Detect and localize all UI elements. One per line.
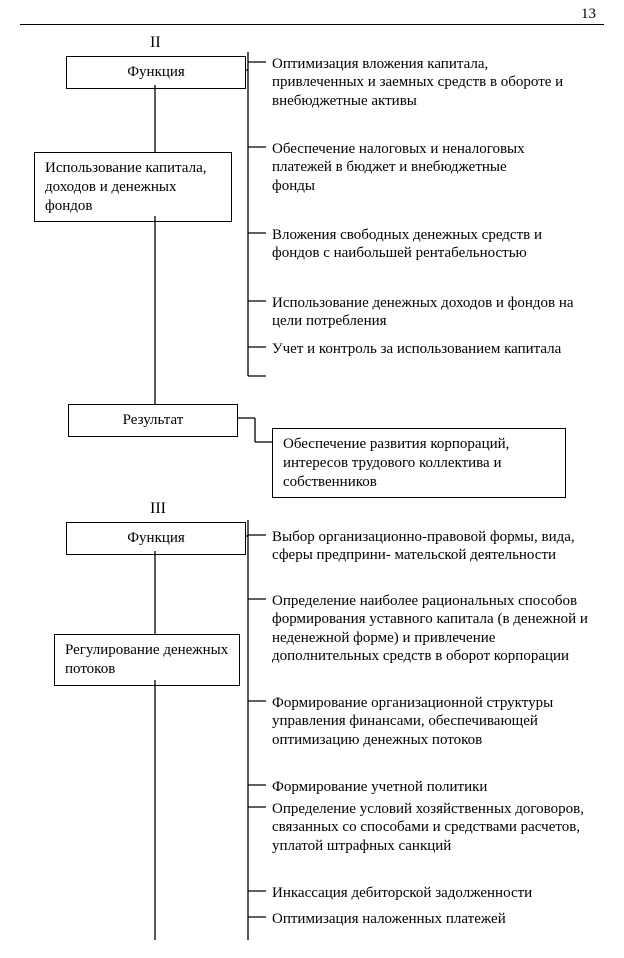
page: 13 II Функция Использование капитала, до… <box>0 0 624 958</box>
section-2-label: II <box>150 34 161 52</box>
section-2-function-box: Использование капитала, доходов и денежн… <box>34 152 232 222</box>
section-2-item-1: Оптимизация вложения капитала, привлечен… <box>272 55 572 110</box>
section-3-function-label-box: Функция <box>66 522 246 555</box>
section-2-function-label-box: Функция <box>66 56 246 89</box>
section-2-function-label: Функция <box>127 64 185 80</box>
section-2-result-label-box: Результат <box>68 404 238 437</box>
section-2-result-label: Результат <box>123 412 184 428</box>
page-number: 13 <box>581 6 596 23</box>
top-rule <box>20 24 604 25</box>
section-3-item-6: Инкассация дебиторской задолженности <box>272 884 612 902</box>
section-3-item-7: Оптимизация наложенных платежей <box>272 910 612 928</box>
section-2-item-4: Использование денежных доходов и фондов … <box>272 294 592 331</box>
section-2-result-box: Обеспечение развития корпораций, интерес… <box>272 428 566 498</box>
section-2-function-text: Использование капитала, доходов и денежн… <box>45 160 206 214</box>
section-3-item-5: Определение условий хозяйственных догово… <box>272 800 592 855</box>
section-2-item-2: Обеспечение налоговых и неналоговых плат… <box>272 140 532 195</box>
section-3-function-label: Функция <box>127 530 185 546</box>
section-3-item-3: Формирование организационной структуры у… <box>272 694 582 749</box>
section-3-item-4: Формирование учетной политики <box>272 778 582 796</box>
section-3-item-2: Определение наиболее рациональных способ… <box>272 592 596 665</box>
section-3-label: III <box>150 500 166 518</box>
section-3-item-1: Выбор организационно-правовой формы, вид… <box>272 528 582 565</box>
section-3-function-text: Регулирование денежных потоков <box>65 642 228 677</box>
section-2-result-text: Обеспечение развития корпораций, интерес… <box>283 436 509 490</box>
section-2-item-5: Учет и контроль за использованием капита… <box>272 340 592 358</box>
section-2-item-3: Вложения свободных денежных средств и фо… <box>272 226 572 263</box>
section-3-function-box: Регулирование денежных потоков <box>54 634 240 686</box>
